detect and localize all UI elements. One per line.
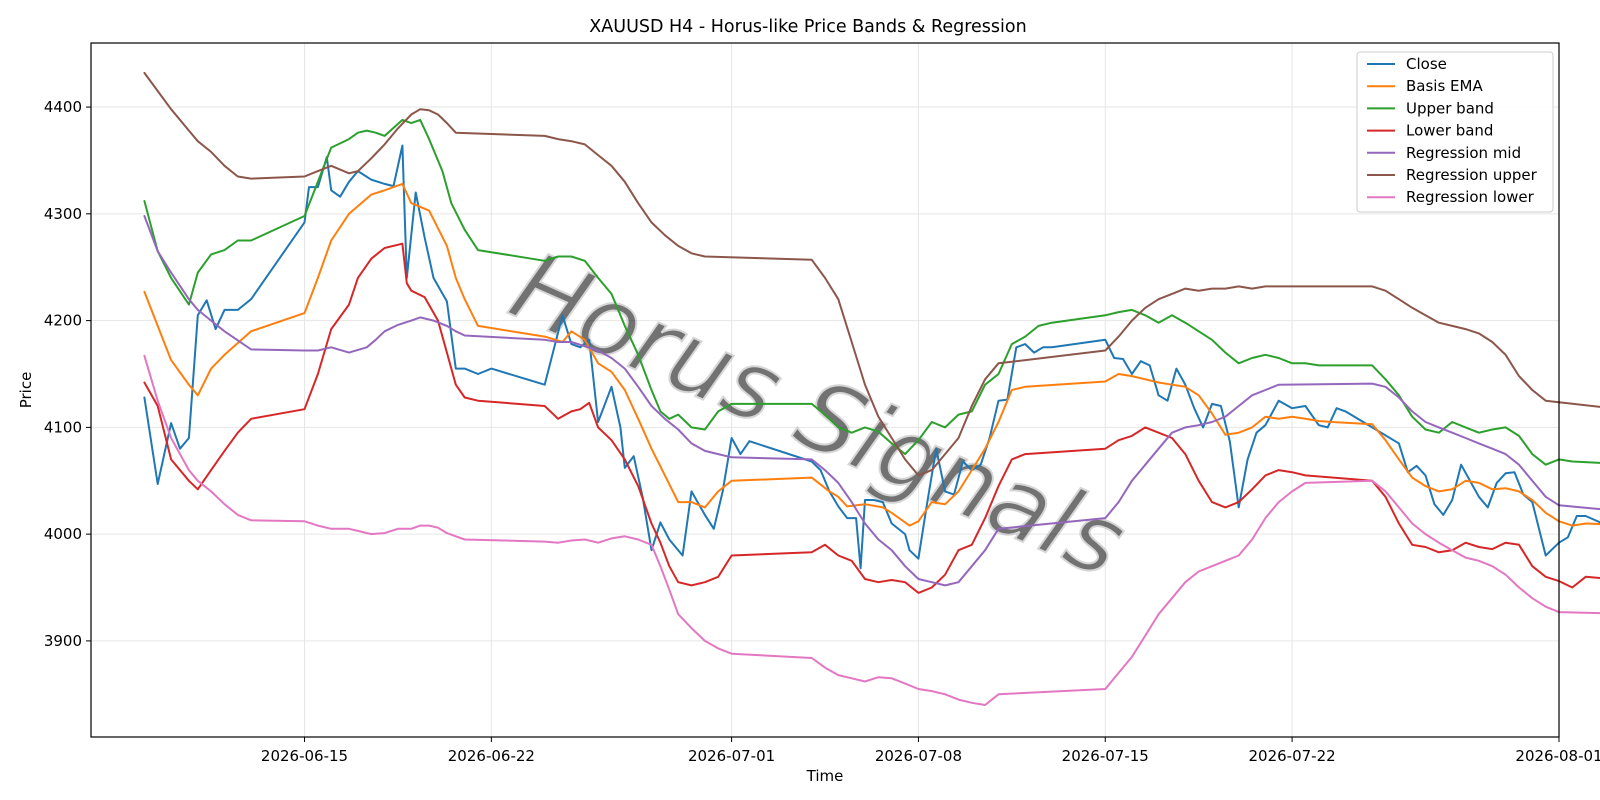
y-tick-label: 3900 [44, 632, 82, 650]
x-tick-label: 2026-06-15 [261, 747, 348, 765]
legend-label: Regression mid [1406, 144, 1521, 162]
legend-box [1356, 51, 1554, 213]
y-axis-label: Price [17, 372, 35, 409]
x-tick-label: 2026-07-22 [1248, 747, 1335, 765]
legend-label: Lower band [1406, 122, 1493, 140]
y-tick-label: 4300 [44, 205, 82, 223]
series-line-regression-mid [143, 215, 1600, 587]
plot-area: Horus Signals 2026-06-15 2026-06-22 2026-0… [44, 42, 1600, 765]
x-tick-label: 2026-08-01 [1515, 747, 1600, 765]
x-tick-label: 2026-07-15 [1062, 747, 1149, 765]
series-line-basis-ema [143, 182, 1600, 527]
x-tick-label: 2026-07-08 [875, 747, 962, 765]
legend-label: Upper band [1406, 99, 1494, 117]
series-line-lower-band [143, 242, 1600, 594]
y-tick-label: 4200 [44, 312, 82, 330]
y-tick-label: 4100 [44, 418, 82, 436]
series-line-regression-lower [143, 354, 1600, 706]
legend: Close Basis EMA Upper band Lower band Regres… [1356, 51, 1554, 213]
plot-background [91, 43, 1559, 737]
x-tick-label: 2026-06-22 [448, 747, 535, 765]
x-tick-label: 2026-07-01 [688, 747, 775, 765]
legend-label: Basis EMA [1406, 77, 1483, 95]
axis-ticks: 2026-06-15 2026-06-22 2026-07-01 2026-07-08… [44, 98, 1600, 765]
y-tick-label: 4400 [44, 98, 82, 116]
x-axis-label: Time [806, 767, 844, 785]
series-line-close [143, 144, 1600, 570]
legend-label: Regression lower [1406, 188, 1535, 206]
legend-entries: Close Basis EMA Upper band Lower band Regres… [1367, 55, 1538, 206]
y-tick-label: 4000 [44, 525, 82, 543]
legend-label: Close [1406, 55, 1447, 73]
series-line-regression-upper [143, 71, 1600, 477]
series-line-upper-band [143, 118, 1600, 466]
legend-label: Regression upper [1406, 166, 1538, 184]
series-lines [143, 71, 1600, 706]
plot-frame [90, 42, 1560, 738]
chart-title: XAUUSD H4 - Horus-like Price Bands & Reg… [589, 17, 1026, 37]
